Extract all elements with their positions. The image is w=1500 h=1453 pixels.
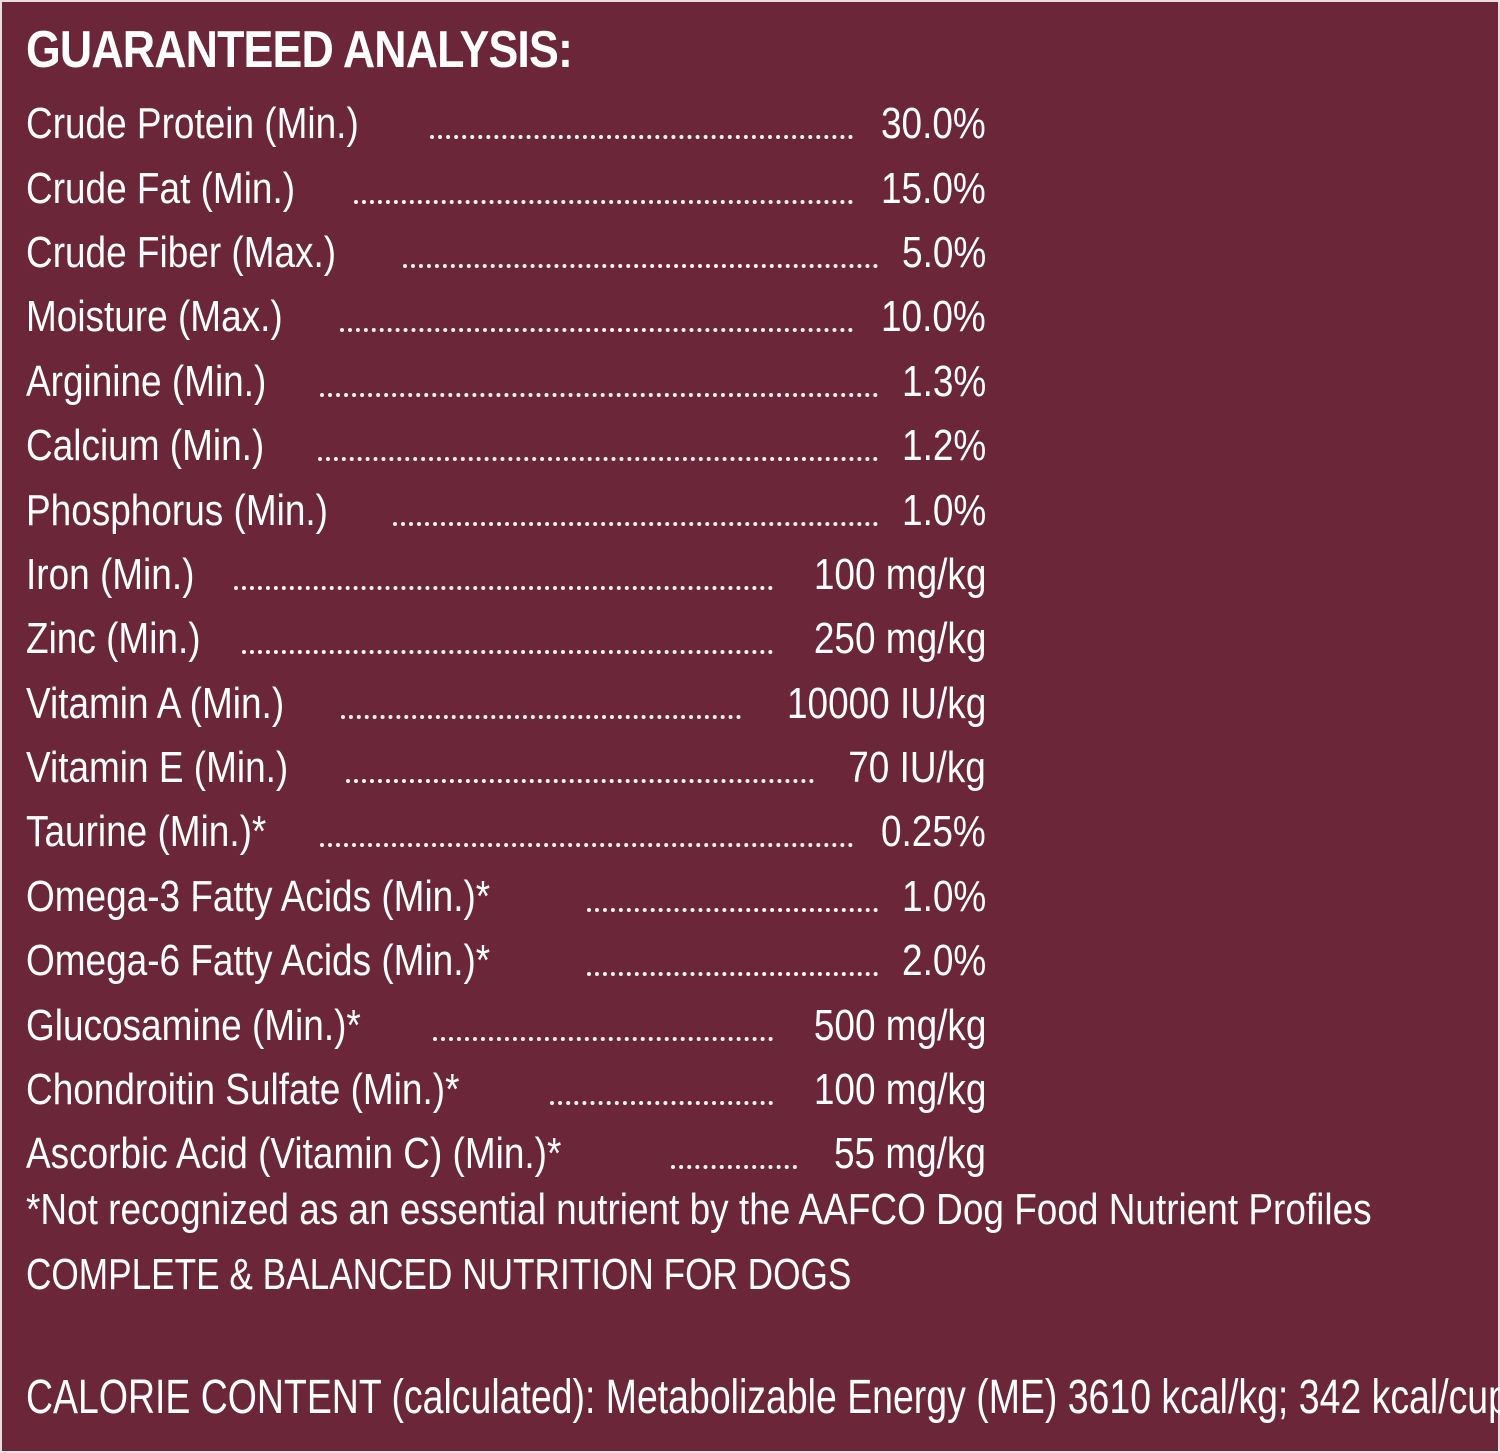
analysis-label: Crude Protein (Min.) (26, 99, 359, 149)
analysis-label: Iron (Min.) (26, 549, 195, 599)
dot-leader (320, 392, 878, 397)
analysis-row: Zinc (Min.) 250 mg/kg (26, 607, 986, 671)
analysis-row: Arginine (Min.) 1.3% (26, 350, 986, 414)
analysis-value: 250 mg/kg (813, 614, 986, 664)
analysis-label: Omega-3 Fatty Acids (Min.)* (26, 871, 491, 921)
analysis-row: Iron (Min.) 100 mg/kg (26, 543, 986, 607)
dot-leader (432, 1036, 773, 1041)
analysis-value: 1.0% (901, 485, 986, 535)
analysis-label: Taurine (Min.)* (26, 807, 267, 857)
analysis-value: 15.0% (881, 163, 986, 213)
analysis-label: Crude Fiber (Max.) (26, 227, 337, 277)
dot-leader (354, 199, 854, 204)
analysis-value: 0.25% (881, 807, 986, 857)
analysis-row: Phosphorus (Min.) 1.0% (26, 478, 986, 542)
dot-leader (320, 843, 854, 848)
analysis-value: 1.0% (901, 871, 986, 921)
analysis-label: Phosphorus (Min.) (26, 485, 328, 535)
dot-leader (430, 135, 854, 140)
page-title: GUARANTEED ANALYSIS: (26, 21, 573, 79)
dot-leader (403, 263, 878, 268)
analysis-value: 1.3% (901, 356, 986, 406)
calorie-content-text: CALORIE CONTENT (calculated): Metaboliza… (26, 1371, 1500, 1424)
analysis-row: Vitamin A (Min.) 10000 IU/kg (26, 672, 986, 736)
dot-leader (393, 521, 878, 526)
analysis-label: Moisture (Max.) (26, 292, 283, 342)
footnote-text: *Not recognized as an essential nutrient… (26, 1185, 1372, 1234)
analysis-value: 55 mg/kg (833, 1129, 986, 1179)
analysis-value: 10.0% (881, 292, 986, 342)
analysis-value: 10000 IU/kg (786, 678, 986, 728)
analysis-value: 1.2% (901, 421, 986, 471)
dot-leader (586, 907, 878, 912)
analysis-value: 2.0% (901, 936, 986, 986)
analysis-row: Omega-6 Fatty Acids (Min.)* 2.0% (26, 929, 986, 993)
dot-leader (550, 1101, 773, 1106)
analysis-value: 100 mg/kg (813, 549, 986, 599)
dot-leader (241, 650, 773, 655)
analysis-value: 70 IU/kg (848, 743, 986, 793)
analysis-row: Calcium (Min.) 1.2% (26, 414, 986, 478)
analysis-value: 30.0% (881, 99, 986, 149)
complete-balanced-text: COMPLETE & BALANCED NUTRITION FOR DOGS (26, 1250, 852, 1299)
dot-leader (586, 972, 878, 977)
analysis-row: Crude Fat (Min.) 15.0% (26, 156, 986, 220)
analysis-row: Crude Protein (Min.) 30.0% (26, 92, 986, 156)
analysis-value: 100 mg/kg (813, 1065, 986, 1115)
analysis-row: Chondroitin Sulfate (Min.)* 100 mg/kg (26, 1058, 986, 1122)
analysis-label: Omega-6 Fatty Acids (Min.)* (26, 936, 491, 986)
analysis-value: 500 mg/kg (813, 1000, 986, 1050)
analysis-row: Moisture (Max.) 10.0% (26, 285, 986, 349)
analysis-label: Crude Fat (Min.) (26, 163, 296, 213)
analysis-label: Zinc (Min.) (26, 614, 201, 664)
analysis-label: Calcium (Min.) (26, 421, 265, 471)
analysis-label: Vitamin A (Min.) (26, 678, 285, 728)
analysis-label: Arginine (Min.) (26, 356, 267, 406)
dot-leader (341, 714, 741, 719)
analysis-value: 5.0% (901, 227, 986, 277)
analysis-row: Ascorbic Acid (Vitamin C) (Min.)* 55 mg/… (26, 1122, 986, 1186)
analysis-row: Crude Fiber (Max.) 5.0% (26, 221, 986, 285)
dot-leader (346, 779, 815, 784)
analysis-row: Taurine (Min.)* 0.25% (26, 800, 986, 864)
analysis-label: Chondroitin Sulfate (Min.)* (26, 1065, 460, 1115)
dot-leader (671, 1165, 798, 1170)
analysis-row: Omega-3 Fatty Acids (Min.)* 1.0% (26, 865, 986, 929)
dot-leader (339, 328, 854, 333)
analysis-row: Glucosamine (Min.)* 500 mg/kg (26, 993, 986, 1057)
dot-leader (234, 585, 773, 590)
dot-leader (317, 457, 878, 462)
analysis-row: Vitamin E (Min.) 70 IU/kg (26, 736, 986, 800)
analysis-label: Ascorbic Acid (Vitamin C) (Min.)* (26, 1129, 562, 1179)
analysis-label: Glucosamine (Min.)* (26, 1000, 361, 1050)
analysis-list: Crude Protein (Min.) 30.0% Crude Fat (Mi… (26, 92, 986, 1187)
analysis-label: Vitamin E (Min.) (26, 743, 289, 793)
